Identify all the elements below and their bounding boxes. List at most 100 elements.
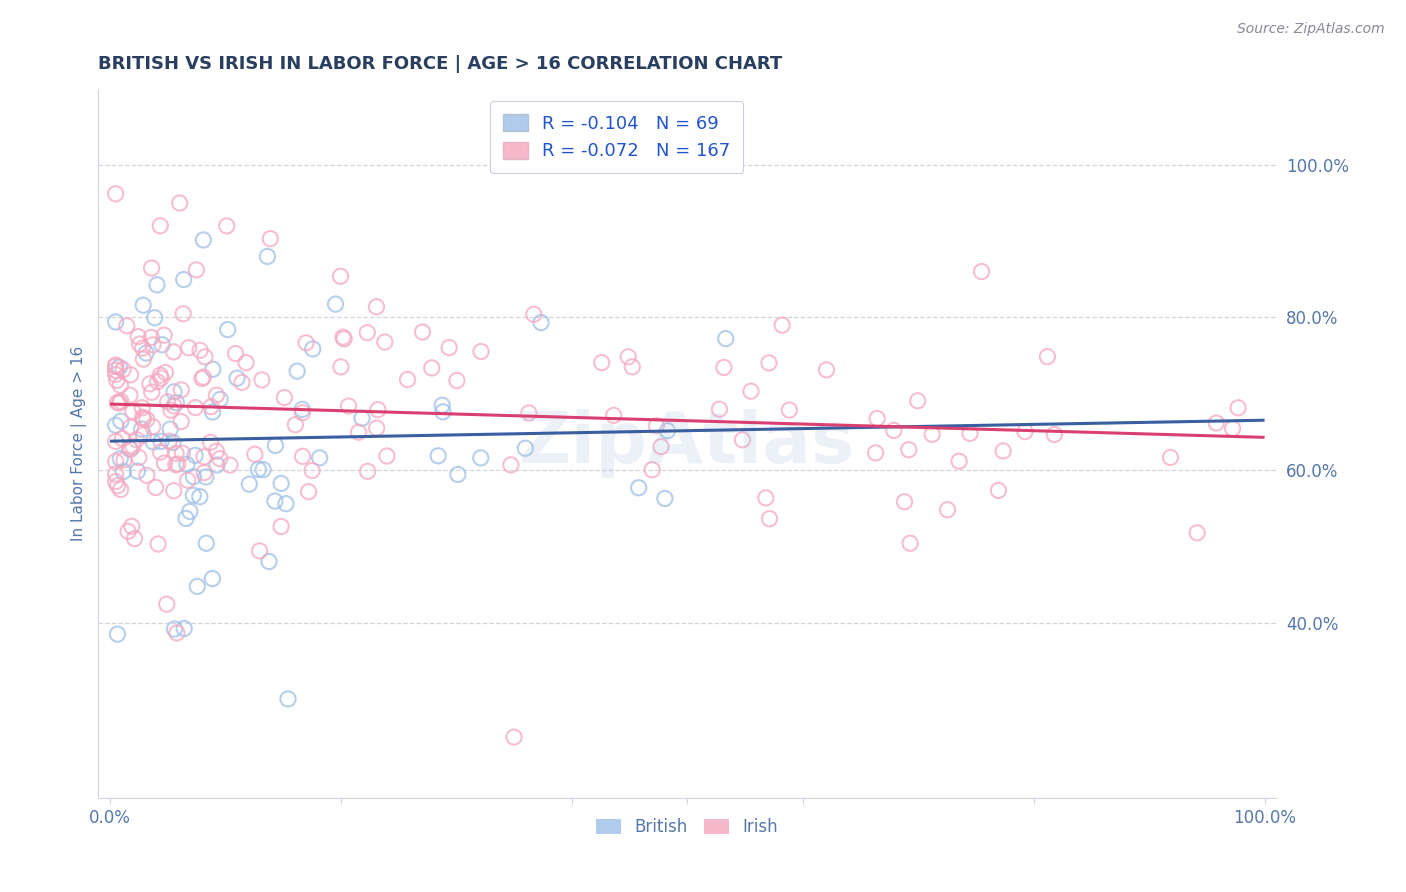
Point — [193, 466, 215, 480]
Point — [163, 622, 186, 636]
Point — [921, 427, 943, 442]
Point — [238, 477, 260, 491]
Point — [131, 410, 153, 425]
Point — [104, 467, 127, 481]
Point — [219, 458, 242, 472]
Point — [446, 374, 468, 388]
Point — [274, 497, 297, 511]
Point — [270, 519, 292, 533]
Point — [295, 335, 318, 350]
Point — [150, 371, 173, 385]
Point — [225, 346, 247, 360]
Point — [432, 405, 454, 419]
Point — [142, 419, 165, 434]
Point — [141, 260, 163, 275]
Text: Source: ZipAtlas.com: Source: ZipAtlas.com — [1237, 22, 1385, 37]
Point — [181, 488, 204, 502]
Point — [329, 269, 352, 284]
Point — [470, 344, 492, 359]
Point — [201, 572, 224, 586]
Point — [146, 375, 169, 389]
Point — [117, 524, 139, 539]
Point — [264, 494, 287, 508]
Point — [184, 401, 207, 415]
Point — [153, 456, 176, 470]
Point — [437, 341, 460, 355]
Point — [530, 316, 553, 330]
Point — [815, 363, 838, 377]
Point — [205, 388, 228, 402]
Point — [176, 473, 198, 487]
Point — [897, 442, 920, 457]
Point — [654, 491, 676, 506]
Point — [135, 468, 157, 483]
Point — [139, 376, 162, 391]
Point — [191, 371, 214, 385]
Point — [155, 366, 177, 380]
Point — [172, 446, 194, 460]
Point — [205, 458, 228, 472]
Point — [366, 300, 388, 314]
Point — [201, 362, 224, 376]
Point — [110, 483, 132, 497]
Point — [170, 415, 193, 429]
Point — [166, 626, 188, 640]
Point — [132, 298, 155, 312]
Point — [1159, 450, 1181, 465]
Point — [104, 186, 127, 201]
Point — [591, 356, 613, 370]
Point — [172, 307, 194, 321]
Point — [150, 434, 173, 449]
Point — [256, 249, 278, 263]
Point — [149, 219, 172, 233]
Point — [250, 373, 273, 387]
Point — [374, 334, 396, 349]
Point — [347, 425, 370, 440]
Point — [173, 622, 195, 636]
Point — [150, 337, 173, 351]
Point — [188, 343, 211, 358]
Point — [1185, 525, 1208, 540]
Point — [291, 402, 314, 417]
Point — [165, 395, 187, 409]
Point — [257, 555, 280, 569]
Point — [1222, 421, 1244, 435]
Point — [194, 350, 217, 364]
Point — [1227, 401, 1250, 415]
Point — [131, 401, 153, 415]
Point — [107, 479, 129, 493]
Point — [270, 476, 292, 491]
Point — [866, 411, 889, 425]
Point — [104, 454, 127, 468]
Point — [165, 446, 187, 460]
Point — [107, 395, 129, 409]
Point — [470, 450, 492, 465]
Point — [627, 481, 650, 495]
Point — [105, 373, 128, 387]
Text: BRITISH VS IRISH IN LABOR FORCE | AGE > 16 CORRELATION CHART: BRITISH VS IRISH IN LABOR FORCE | AGE > … — [98, 55, 783, 73]
Point — [159, 422, 181, 436]
Point — [758, 356, 780, 370]
Point — [141, 330, 163, 344]
Point — [107, 627, 129, 641]
Point — [1043, 427, 1066, 442]
Point — [112, 465, 135, 479]
Point — [160, 403, 183, 417]
Point — [128, 337, 150, 351]
Point — [603, 409, 626, 423]
Point — [523, 307, 546, 321]
Point — [125, 433, 148, 447]
Point — [135, 412, 157, 426]
Point — [135, 346, 157, 360]
Point — [157, 434, 180, 449]
Point — [291, 406, 314, 420]
Point — [143, 310, 166, 325]
Point — [657, 424, 679, 438]
Point — [173, 272, 195, 286]
Point — [273, 391, 295, 405]
Point — [907, 393, 929, 408]
Point — [200, 435, 222, 450]
Point — [301, 342, 323, 356]
Point — [209, 392, 232, 407]
Point — [201, 405, 224, 419]
